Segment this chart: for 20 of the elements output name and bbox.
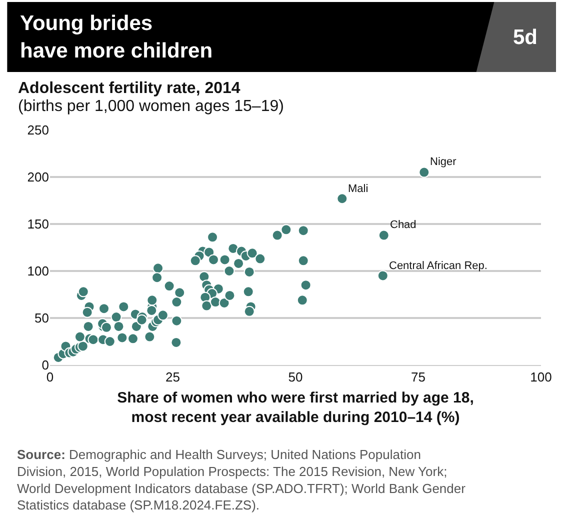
source-note: Source: Demographic and Health Surveys; United Nations Population Division, 2015, World Population Prospects: The 2015 Revision, New York; World Development Indicators database (SP.ADO.TFRT); World Bank Gender Statistics database (SP.M18.2024.FE.ZS). [17,447,466,513]
x-tick-label: 100 [530,370,552,385]
y-tick-label: 200 [27,170,49,185]
annotation: Niger [430,156,457,168]
y-tick-label: 50 [34,310,49,326]
chart-subtitle: (births per 1,000 women ages 15–19) [18,98,284,115]
y-tick-label: 150 [27,216,49,232]
y-tick-label: 0 [42,358,49,373]
x-tick-label: 50 [288,370,303,385]
x-axis-title: Share of women who were first married by age 18, most recent year available during 2010–14 (%) [117,390,474,426]
x-tick-label: 25 [166,370,180,385]
annotation: Chad [390,219,416,231]
chart-title: Young brides have more children [20,12,213,62]
text: 5d [513,26,538,49]
annotation: Central African Rep. [389,260,488,272]
x-tick-label: 75 [411,370,426,385]
y-axis-title: Adolescent fertility rate, 2014 [18,80,240,97]
y-tick-label: 100 [27,264,49,279]
annotation: Mali [348,183,368,195]
y-tick-label: 250 [27,122,49,138]
